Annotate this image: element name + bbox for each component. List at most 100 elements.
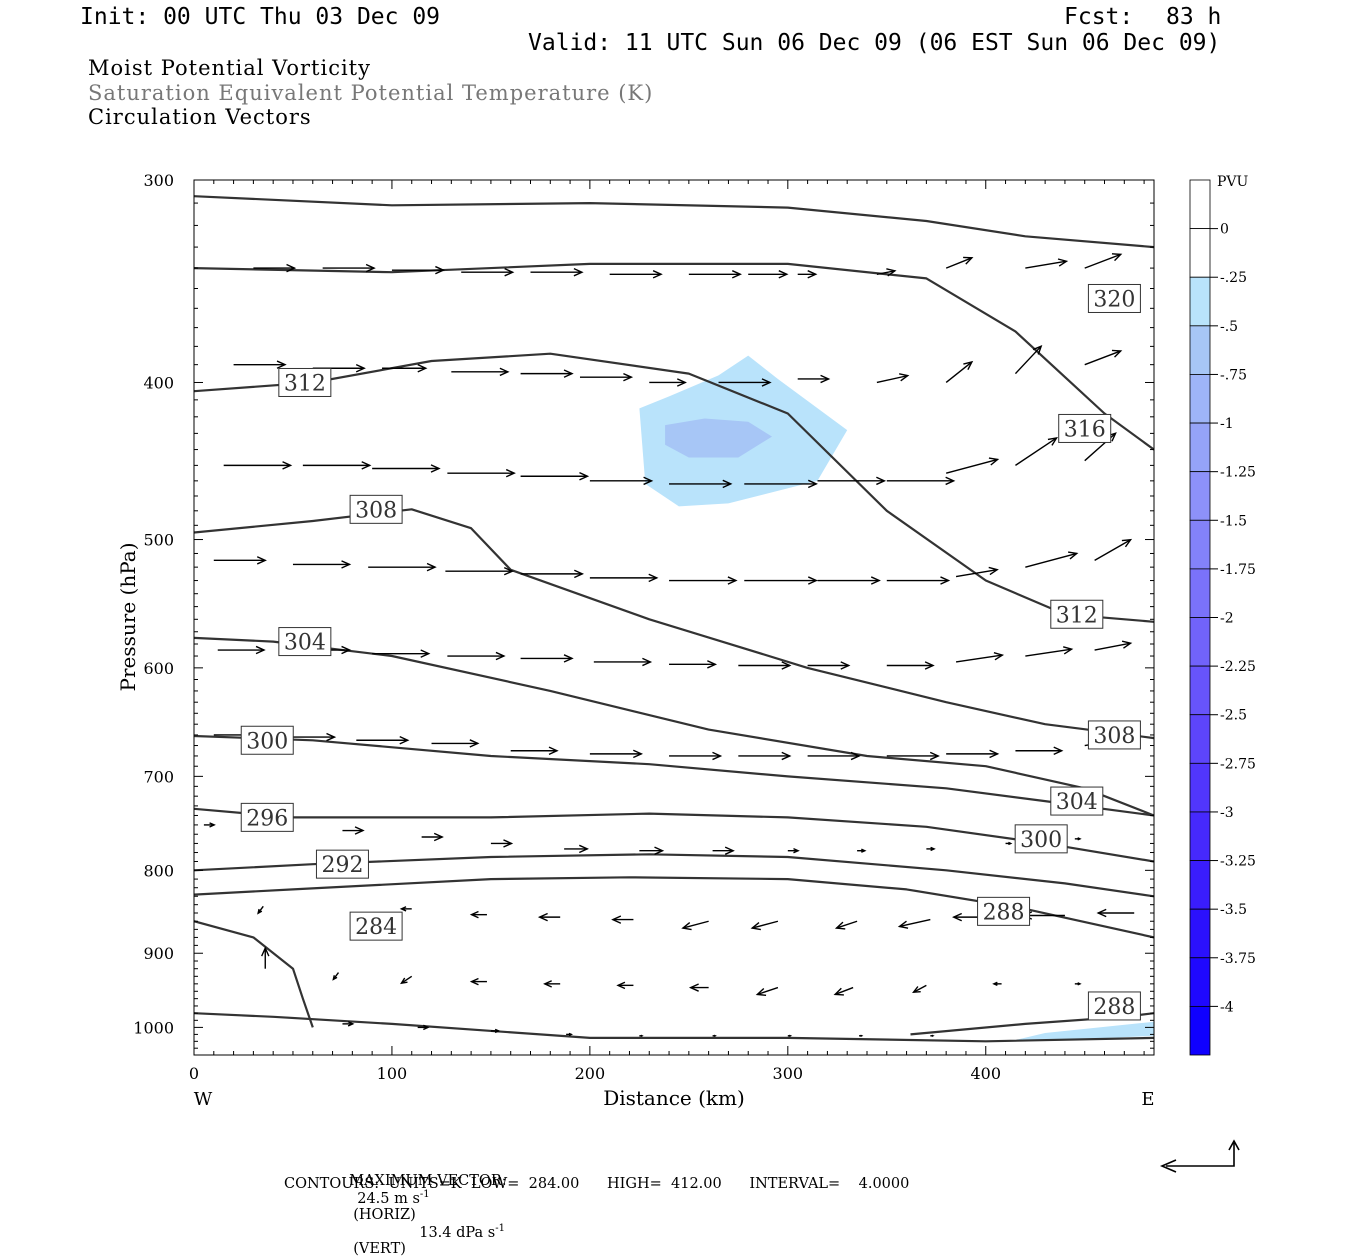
circulation-vector <box>738 661 792 670</box>
vector-head <box>503 566 514 576</box>
circulation-vector <box>1094 538 1133 561</box>
circulation-vector <box>451 367 510 377</box>
circulation-vector <box>302 461 372 470</box>
circulation-vector <box>589 573 659 583</box>
vector-head <box>573 267 584 277</box>
circulation-vector <box>611 915 634 924</box>
circulation-vector <box>616 981 634 990</box>
circulation-vector <box>589 476 654 486</box>
contour-label-box <box>278 627 332 657</box>
circulation-vector <box>368 562 437 572</box>
horiz-exponent: -1 <box>419 1189 430 1200</box>
contour-label: 288 <box>977 896 1031 926</box>
vector-head <box>712 751 723 761</box>
circulation-vector <box>520 654 574 663</box>
legend-swatch <box>1189 762 1211 813</box>
vector-head <box>276 360 287 369</box>
circulation-vector <box>399 906 412 912</box>
pv-shading-region <box>1015 1021 1154 1040</box>
legend-swatch <box>1189 422 1211 473</box>
vector-head <box>833 987 844 996</box>
vector-head <box>505 468 516 478</box>
circulation-vector <box>834 920 858 930</box>
circulation-vector <box>566 1032 573 1037</box>
vector-head <box>648 573 659 583</box>
circulation-vector <box>1084 253 1123 269</box>
contour-label-text: 300 <box>1020 828 1062 853</box>
vector-head <box>989 749 1000 759</box>
vector-shaft <box>945 257 973 269</box>
circulation-vector <box>579 372 634 382</box>
vector-head <box>861 848 867 853</box>
legend-level-label: -1 <box>1220 416 1234 432</box>
vector-head <box>963 360 974 371</box>
vector-head <box>707 660 718 669</box>
vector-shaft <box>682 920 709 929</box>
circulation-vector <box>688 983 709 992</box>
circulation-vector <box>797 374 831 384</box>
vector-head <box>611 915 622 924</box>
vector-head <box>1067 551 1079 560</box>
circulation-vector <box>292 560 352 569</box>
circulation-vector <box>322 263 376 273</box>
vector-head <box>257 908 263 915</box>
vector-head <box>400 977 408 985</box>
vector-head <box>435 265 446 275</box>
circulation-vector <box>342 1021 355 1027</box>
circulation-vector <box>876 373 910 384</box>
vector-head <box>899 373 910 382</box>
vector-head <box>423 1024 430 1031</box>
circulation-vector <box>930 1034 935 1037</box>
vector-head <box>623 372 634 382</box>
circulation-vector <box>1025 646 1074 657</box>
vector-head <box>433 832 444 842</box>
contour-label-text: 288 <box>1093 995 1135 1020</box>
legend-swatch <box>1189 179 1211 230</box>
vector-head <box>568 1032 573 1037</box>
vector-head <box>681 922 692 931</box>
vector-head <box>724 846 735 855</box>
y-tick-label: 700 <box>143 767 174 786</box>
circulation-vector <box>946 749 1000 759</box>
circulation-vector <box>257 905 264 915</box>
contour-label-box <box>278 367 332 397</box>
y-tick-label: 800 <box>143 861 174 880</box>
circulation-vector <box>912 984 927 994</box>
vector-head <box>365 263 376 273</box>
circulation-vector <box>1015 437 1059 466</box>
vector-head <box>952 912 962 922</box>
legend-level-label: -4 <box>1220 999 1234 1015</box>
pv-shading-region <box>665 418 772 458</box>
circulation-vector <box>669 751 723 761</box>
contour-label-box <box>240 725 294 755</box>
circulation-vector <box>233 360 287 369</box>
vector-head <box>807 270 818 279</box>
circulation-vector <box>787 1034 793 1037</box>
contour-label-box <box>1050 786 1104 816</box>
circulation-vector <box>445 566 514 576</box>
circulation-vector <box>520 369 574 378</box>
vector-head <box>945 476 956 486</box>
vector-head <box>430 464 441 473</box>
circulation-vector <box>669 660 718 669</box>
y-tick-label: 400 <box>143 373 174 392</box>
contour-label-box <box>240 802 294 832</box>
vector-shaft <box>836 920 858 929</box>
vector-head <box>286 263 297 273</box>
y-tick-label: 900 <box>143 944 174 963</box>
circulation-vector <box>886 751 940 761</box>
plot-frame <box>193 179 1155 1056</box>
circulation-vector <box>530 267 584 277</box>
reference-vector <box>1159 1139 1240 1173</box>
vector-head <box>876 476 887 486</box>
vector-head <box>820 374 831 384</box>
legend-swatch <box>1189 665 1211 716</box>
legend-level-label: -.5 <box>1220 319 1238 335</box>
contour-label: 284 <box>349 911 403 941</box>
circulation-vector <box>253 263 297 273</box>
vector-head <box>722 479 733 489</box>
title-theta-es: Saturation Equivalent Potential Temperat… <box>88 81 654 105</box>
vector-shaft <box>913 984 927 993</box>
circulation-vector <box>593 657 653 667</box>
vector-head <box>643 476 654 486</box>
